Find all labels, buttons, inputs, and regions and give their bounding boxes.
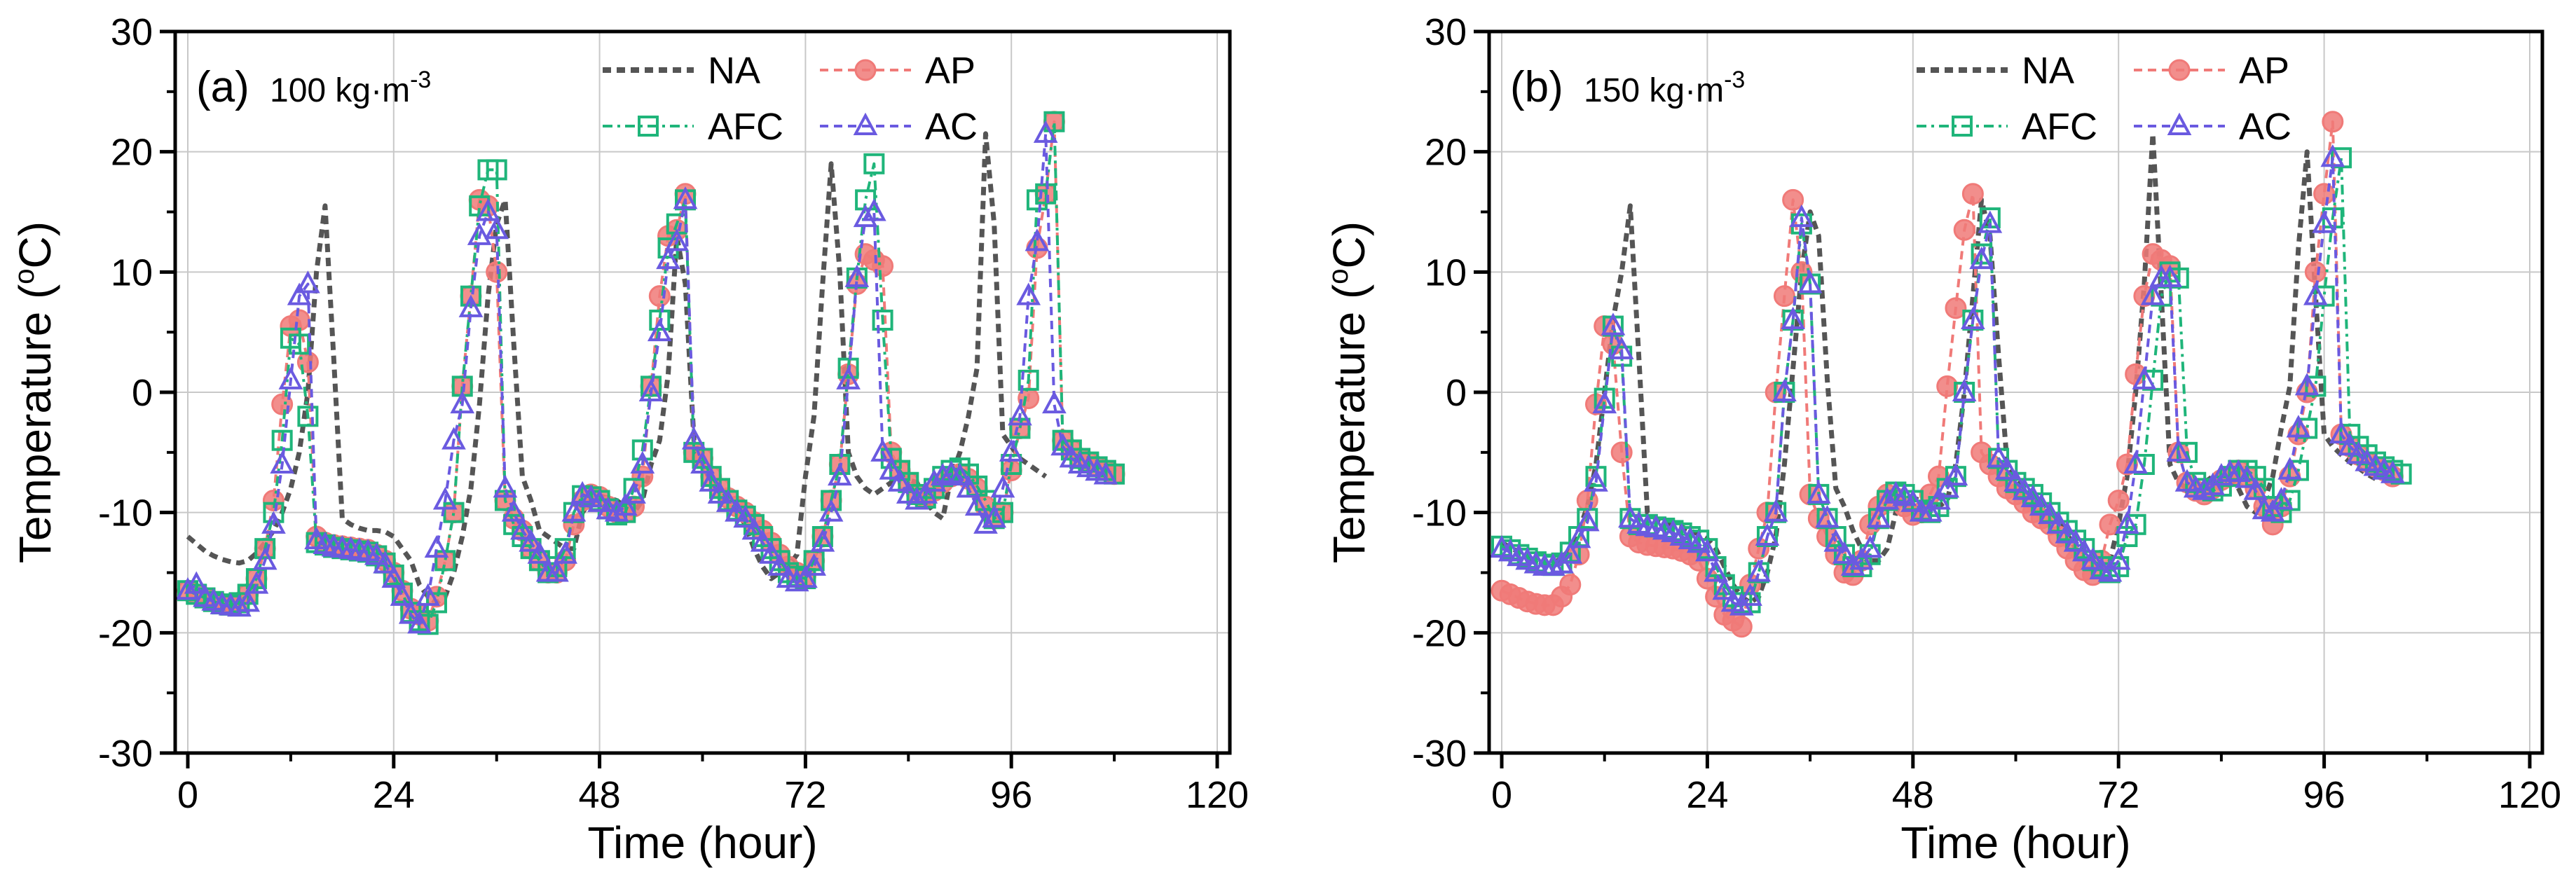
y-tick-label--20: -20: [1412, 612, 1467, 654]
point-ap-13: [289, 310, 309, 330]
series-markers-ap: [1492, 112, 2402, 637]
legend-marker-ap: [856, 60, 875, 80]
x-tick-label-0: 0: [177, 774, 198, 816]
y-axis-title: Temperature (oC): [9, 221, 60, 563]
point-ap-34: [1783, 190, 1803, 209]
x-tick-label-120: 120: [2498, 774, 2561, 816]
y-tick-label--30: -30: [98, 733, 153, 775]
y-axis-unit-sup: o: [9, 268, 40, 284]
point-ap-72: [2109, 491, 2128, 511]
x-axis-title: Time (hour): [587, 817, 817, 868]
y-tick-label-0: 0: [1446, 372, 1467, 414]
panel-label: (a): [196, 63, 249, 111]
y-axis-title: Temperature (oC): [1323, 221, 1374, 563]
panel-b: -30 -20 -10 0 10 20 30 0 24 48 72 96 120 Time (hour) T…: [1323, 11, 2561, 868]
legend-label-ac: AC: [2239, 106, 2291, 148]
panel-a: -30 -20 -10 0 10 20 30 0 24 48 72 96 120 Time (hour) T…: [9, 11, 1249, 868]
legend-item-ac: AC: [820, 106, 978, 148]
point-ap-97: [2323, 112, 2343, 132]
x-tick-label-96: 96: [990, 774, 1032, 816]
legend-label-ap: AP: [925, 50, 975, 92]
y-axis-title-prefix: Temperature (: [1324, 284, 1374, 563]
point-ap-55: [650, 286, 669, 306]
y-axis-title-prefix: Temperature (: [10, 284, 60, 563]
y-tick-label--10: -10: [1412, 492, 1467, 534]
y-tick-label-30: 30: [111, 11, 153, 53]
x-tick-label-72: 72: [784, 774, 826, 816]
legend: NA AP AFC AC: [1917, 50, 2291, 148]
legend-item-ap: AP: [820, 50, 975, 92]
density-annotation-text: 100 kg·m: [270, 72, 410, 109]
point-ap-8: [1561, 575, 1580, 595]
legend-label-na: NA: [708, 50, 760, 92]
legend-marker-ap: [2170, 60, 2189, 80]
x-tick-label-120: 120: [1186, 774, 1249, 816]
legend-item-afc: AFC: [1917, 106, 2097, 148]
density-annotation: 100 kg·m-3: [270, 67, 431, 109]
legend-label-ap: AP: [2239, 50, 2289, 92]
y-tick-label-30: 30: [1425, 11, 1467, 53]
density-annotation-sup: -3: [1724, 67, 1745, 93]
point-ap-55: [1963, 184, 1982, 204]
x-tick-label-24: 24: [373, 774, 415, 816]
legend-label-na: NA: [2022, 50, 2074, 92]
x-tick-label-72: 72: [2097, 774, 2139, 816]
legend-label-ac: AC: [925, 106, 978, 148]
point-ap-33: [1774, 286, 1794, 306]
x-axis-title: Time (hour): [1900, 817, 2130, 868]
legend-label-afc: AFC: [2022, 106, 2097, 148]
y-tick-label--30: -30: [1412, 733, 1467, 775]
point-ap-14: [1612, 443, 1631, 462]
y-axis-unit: C): [10, 221, 60, 269]
legend-item-ac: AC: [2134, 106, 2291, 148]
density-annotation: 150 kg·m-3: [1584, 67, 1745, 109]
y-tick-label-20: 20: [111, 132, 153, 174]
y-tick-label-10: 10: [1425, 251, 1467, 294]
x-tick-label-0: 0: [1491, 774, 1512, 816]
point-ap-96: [2315, 184, 2334, 204]
x-tick-label-48: 48: [579, 774, 621, 816]
panel-label: (b): [1510, 63, 1563, 111]
legend-item-afc: AFC: [603, 106, 783, 148]
legend-item-ap: AP: [2134, 50, 2289, 92]
point-ap-54: [1954, 220, 1974, 240]
figure: -30-20-1001020300 24 48 72 96 120Time (hour)T…: [0, 0, 2576, 877]
y-tick-label-10: 10: [111, 251, 153, 294]
x-tick-label-96: 96: [2303, 774, 2345, 816]
point-ap-28: [1732, 617, 1751, 637]
legend-item-na: NA: [603, 50, 760, 92]
legend-item-na: NA: [1917, 50, 2074, 92]
legend-label-afc: AFC: [708, 106, 783, 148]
y-tick-label-0: 0: [132, 372, 153, 414]
point-ap-95: [2306, 262, 2325, 282]
x-tick-label-24: 24: [1686, 774, 1728, 816]
y-axis-unit-sup: o: [1323, 268, 1354, 284]
y-tick-label--20: -20: [98, 612, 153, 654]
legend: NA AP AFC AC: [603, 50, 978, 148]
y-axis-unit: C): [1324, 221, 1374, 269]
y-tick-label--10: -10: [98, 492, 153, 534]
y-tick-label-20: 20: [1425, 132, 1467, 174]
density-annotation-text: 150 kg·m: [1584, 72, 1724, 109]
density-annotation-sup: -3: [410, 67, 431, 93]
x-tick-label-48: 48: [1892, 774, 1934, 816]
